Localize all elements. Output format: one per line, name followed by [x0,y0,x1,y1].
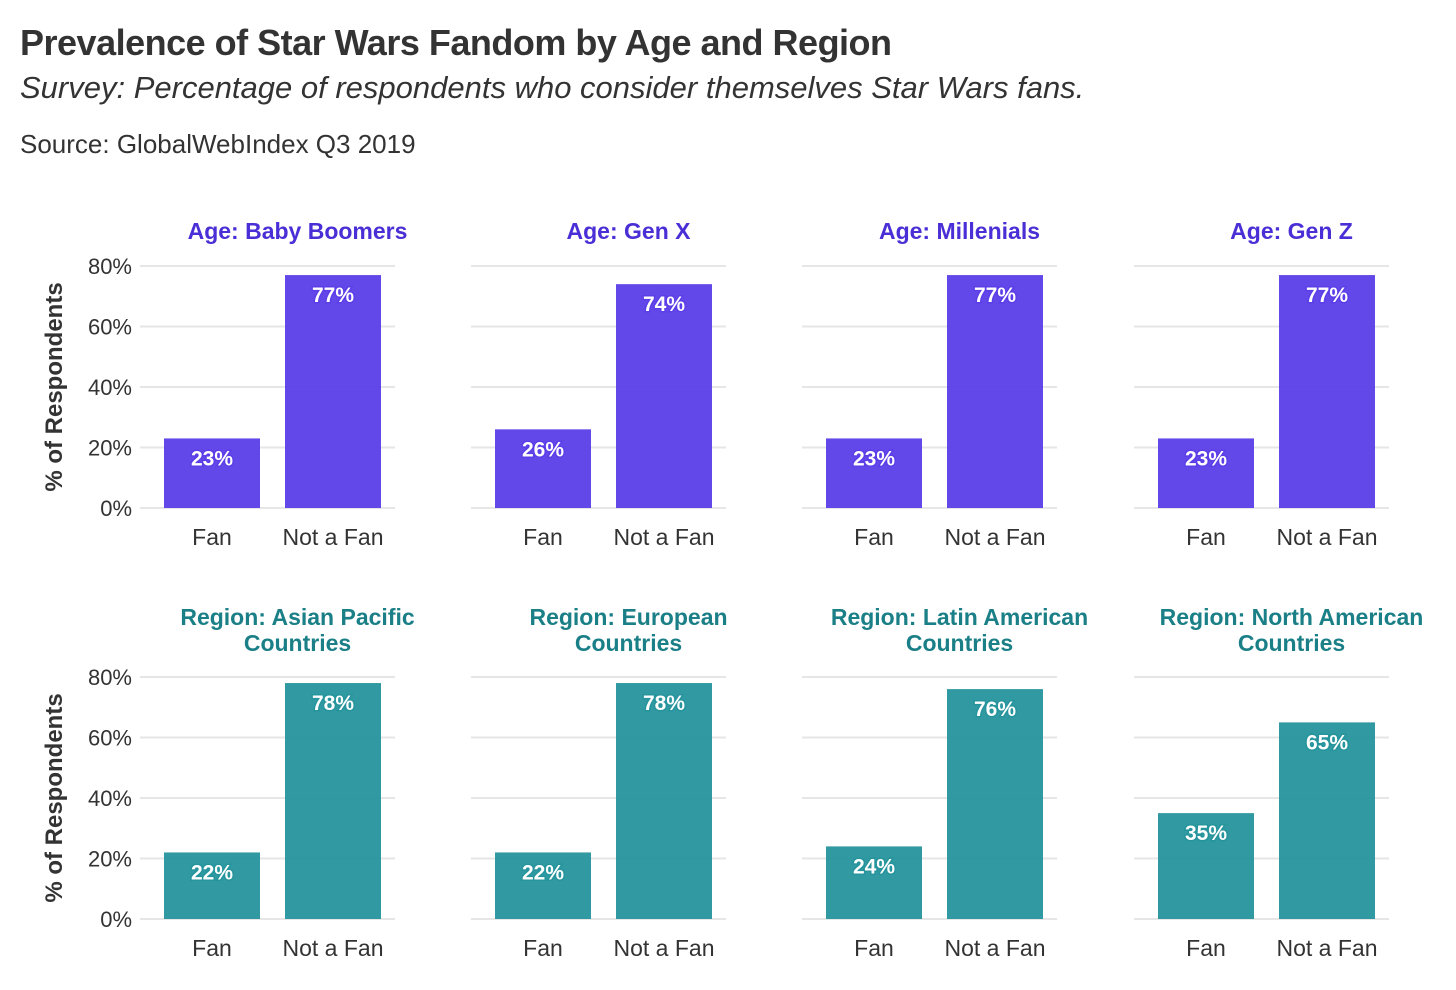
bar [1158,438,1254,508]
x-tick-label: Fan [854,524,894,550]
panel-title: Region: European [529,604,727,630]
chart-subtitle: Survey: Percentage of respondents who co… [20,70,1085,105]
bar [1279,722,1375,919]
y-axis-label: % of Respondents [41,693,68,902]
y-tick-label: 40% [88,786,132,811]
y-tick-label: 20% [88,847,132,872]
panel-title: Countries [906,630,1013,656]
bar [616,284,712,508]
x-tick-label: Fan [1186,524,1226,550]
y-tick-label: 60% [88,315,132,340]
x-tick-label: Fan [523,935,563,961]
bar [495,429,591,508]
bar [495,852,591,919]
y-tick-label: 80% [88,254,132,279]
panel-title: Countries [575,630,682,656]
chart-source: Source: GlobalWebIndex Q3 2019 [20,129,416,159]
panel-title: Region: Latin American [831,604,1088,630]
data-label: 23% [1185,447,1227,470]
bar [285,275,381,508]
data-label: 23% [853,447,895,470]
data-label: 77% [312,284,354,307]
panel-title: Age: Gen Z [1230,218,1353,244]
data-label: 35% [1185,822,1227,845]
panel-title: Age: Baby Boomers [188,218,408,244]
y-tick-label: 0% [100,907,132,932]
panel-title: Region: North American [1160,604,1424,630]
data-label: 22% [191,861,233,884]
y-tick-label: 20% [88,436,132,461]
x-tick-label: Fan [192,935,232,961]
panel-title: Age: Millenials [879,218,1040,244]
x-tick-label: Not a Fan [614,935,715,961]
y-tick-label: 60% [88,726,132,751]
bar [826,438,922,508]
data-label: 65% [1306,731,1348,754]
data-label: 78% [312,692,354,715]
x-tick-label: Fan [854,935,894,961]
x-tick-label: Fan [192,524,232,550]
data-label: 23% [191,447,233,470]
x-tick-label: Not a Fan [945,935,1046,961]
x-tick-label: Not a Fan [614,524,715,550]
bar [164,852,260,919]
panel-title: Countries [1238,630,1345,656]
panel-title: Age: Gen X [567,218,692,244]
data-label: 24% [853,855,895,878]
x-tick-label: Not a Fan [1277,935,1378,961]
panel-title: Region: Asian Pacific [180,604,415,630]
x-tick-label: Not a Fan [1277,524,1378,550]
data-label: 76% [974,698,1016,721]
bar [285,683,381,919]
data-label: 77% [974,284,1016,307]
bar [1279,275,1375,508]
x-tick-label: Not a Fan [283,935,384,961]
chart-title: Prevalence of Star Wars Fandom by Age an… [20,22,892,63]
bar [826,846,922,919]
data-label: 77% [1306,284,1348,307]
bar [164,438,260,508]
bar [1158,813,1254,919]
x-tick-label: Not a Fan [945,524,1046,550]
data-label: 74% [643,293,685,316]
panel-title: Countries [244,630,351,656]
y-axis-label: % of Respondents [41,282,68,491]
bar [947,275,1043,508]
data-label: 22% [522,861,564,884]
y-tick-label: 80% [88,665,132,690]
data-label: 78% [643,692,685,715]
x-tick-label: Not a Fan [283,524,384,550]
x-tick-label: Fan [523,524,563,550]
bar [947,689,1043,919]
data-label: 26% [522,438,564,461]
bar [616,683,712,919]
y-tick-label: 40% [88,375,132,400]
y-tick-label: 0% [100,496,132,521]
x-tick-label: Fan [1186,935,1226,961]
